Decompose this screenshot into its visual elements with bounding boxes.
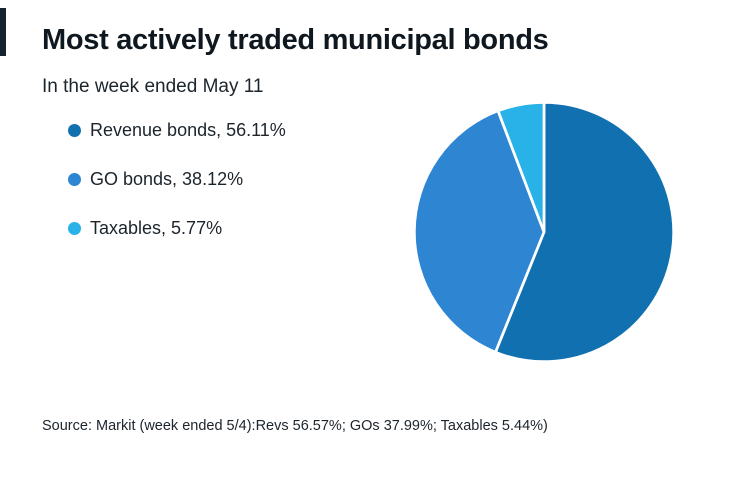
- legend-label-revenue-bonds: Revenue bonds, 56.11%: [90, 120, 286, 140]
- legend-item-revenue-bonds: Revenue bonds, 56.11%: [68, 120, 286, 141]
- pie-slice-go-bonds: [413, 109, 546, 354]
- source-note: Source: Markit (week ended 5/4):Revs 56.…: [42, 418, 548, 434]
- chart-title: Most actively traded municipal bonds: [42, 24, 549, 56]
- legend-dot-revenue-bonds-icon: [68, 124, 81, 137]
- legend-dot-taxables-icon: [68, 222, 81, 235]
- legend-label-go-bonds: GO bonds, 38.12%: [90, 169, 244, 189]
- chart-subtitle: In the week ended May 11: [42, 76, 264, 97]
- legend-item-taxables: Taxables, 5.77%: [68, 218, 286, 239]
- left-accent-bar: [0, 8, 6, 56]
- legend-dot-go-bonds-icon: [68, 173, 81, 186]
- legend-label-taxables: Taxables, 5.77%: [90, 218, 223, 238]
- legend: Revenue bonds, 56.11% GO bonds, 38.12% T…: [68, 120, 286, 239]
- pie-chart-container: [408, 96, 680, 368]
- pie-slice-revenue-bonds: [494, 100, 676, 363]
- pie-chart: [413, 100, 676, 363]
- pie-slice-taxables: [496, 100, 546, 234]
- legend-item-go-bonds: GO bonds, 38.12%: [68, 169, 286, 190]
